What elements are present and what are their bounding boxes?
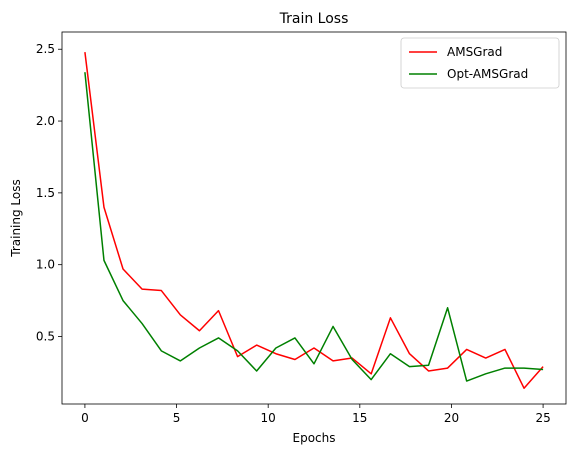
y-tick-label: 2.0 [36,114,55,128]
x-tick-label: 20 [444,411,459,425]
x-tick-label: 5 [173,411,181,425]
series-line-opt-amsgrad [84,72,544,382]
series-layer [84,52,544,389]
y-axis-label: Training Loss [9,179,23,257]
plot-frame [61,31,567,405]
x-axis-label: Epochs [293,431,336,445]
y-tick-label: 1.5 [36,186,55,200]
legend-label: AMSGrad [447,45,502,59]
x-tick-label: 0 [81,411,89,425]
series-line-amsgrad [84,52,544,389]
legend: AMSGrad Opt-AMSGrad [400,37,560,89]
y-tick-label: 0.5 [36,329,55,343]
legend-label: Opt-AMSGrad [447,67,528,81]
x-tick-label: 10 [261,411,276,425]
chart-title: Train Loss [279,11,349,27]
legend-box [400,37,560,89]
y-tick-label: 1.0 [36,258,55,272]
y-axis: 0.5 1.0 1.5 2.0 2.5 [36,42,62,343]
x-tick-label: 25 [535,411,550,425]
y-tick-label: 2.5 [36,42,55,56]
x-tick-label: 15 [352,411,367,425]
plot-area [62,32,566,404]
x-axis: 0 5 10 15 20 25 [81,404,551,425]
